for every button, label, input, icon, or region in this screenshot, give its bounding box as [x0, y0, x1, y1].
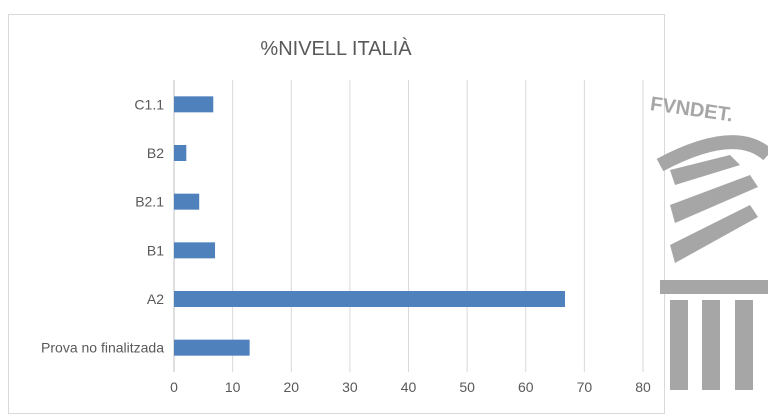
x-tick-label: 40 — [401, 379, 417, 395]
chart-title: %NIVELL ITALIÀ — [260, 37, 412, 60]
watermark-ray — [670, 205, 758, 263]
category-label: B1 — [147, 242, 164, 258]
x-tick-labels: 0 10 20 30 40 50 60 70 80 — [170, 379, 651, 395]
x-tick-label: 60 — [518, 379, 534, 395]
watermark-ray — [670, 175, 758, 223]
category-label: Prova no finalitzada — [41, 340, 164, 356]
bar-b2 — [174, 145, 187, 161]
x-tick-label: 0 — [170, 379, 178, 395]
category-label: C1.1 — [134, 96, 164, 112]
category-labels: C1.1 B2 B2.1 B1 A2 Prova no finalitzada — [41, 96, 164, 355]
x-tick-label: 10 — [225, 379, 241, 395]
bar-b2-1 — [174, 193, 200, 210]
x-tick-label: 30 — [342, 379, 358, 395]
watermark-column — [702, 300, 720, 390]
x-tick-label: 20 — [283, 379, 299, 395]
bar-chart: %NIVELL ITALIÀ C1.1 B2 B2.1 B1 A2 Prova no fi… — [41, 37, 651, 395]
chart-frame — [8, 14, 665, 414]
watermark-ray — [670, 155, 740, 185]
category-label: B2 — [147, 145, 164, 161]
x-tick-label: 80 — [635, 379, 651, 395]
watermark-column — [670, 300, 688, 390]
watermark-column — [735, 300, 753, 390]
bar-b1 — [174, 242, 216, 259]
x-tick-label: 50 — [459, 379, 475, 395]
watermark-bar — [660, 280, 768, 294]
bar-prova-no-finalitzada — [174, 339, 250, 356]
category-label: A2 — [147, 291, 164, 307]
x-tick-label: 70 — [577, 379, 593, 395]
category-label: B2.1 — [135, 194, 164, 210]
gridlines — [173, 80, 644, 372]
watermark-logo: FVNDET. — [649, 95, 768, 390]
bars — [174, 96, 566, 356]
watermark-arch — [656, 135, 768, 172]
bar-c1-1 — [174, 96, 214, 113]
bar-a2 — [174, 291, 566, 307]
